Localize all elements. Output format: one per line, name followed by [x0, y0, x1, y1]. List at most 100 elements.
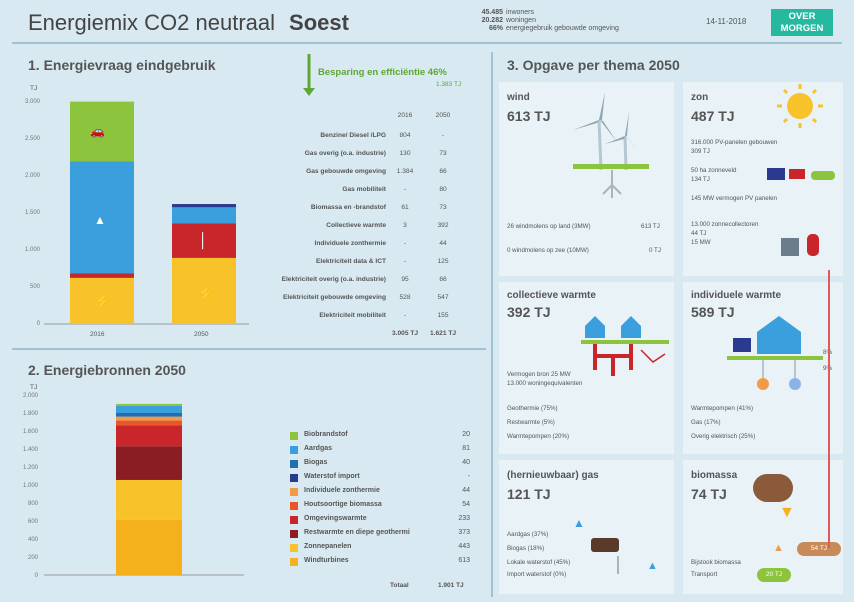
y-tick: 600	[27, 519, 38, 525]
legend-swatch	[290, 530, 298, 538]
place-name: Soest	[289, 10, 349, 35]
x-label-2016: 2016	[90, 331, 105, 338]
value-2050: 125	[437, 258, 449, 265]
bar-segment	[70, 161, 134, 274]
value-2016: 95	[401, 276, 409, 283]
stat-value: 20.282	[481, 17, 503, 24]
besparing-label: Besparing en efficiëntie 46%	[318, 67, 447, 78]
iw-pct-1: 8%	[823, 348, 832, 358]
card-title: biomassa	[691, 470, 738, 481]
cw-restwarmte: Restwarmte (5%)	[507, 419, 555, 426]
x-label-2050: 2050	[194, 331, 209, 338]
card-value: 392 TJ	[507, 304, 551, 320]
value-2016: 804	[399, 132, 411, 139]
cw-vermogen: Vermogen bron 25 MW	[507, 371, 571, 378]
wind-sea-value: 0 TJ	[649, 247, 661, 254]
y-tick: 2.000	[22, 393, 38, 399]
row-label: Gas gebouwde omgeving	[306, 168, 386, 175]
lightning-icon: ⚡	[197, 285, 215, 301]
bar-segment	[172, 223, 236, 258]
card-biomassa: biomassa 74 TJ ▼ ▲ 54 TJ Bijstook biomas…	[683, 460, 843, 594]
y-tick: 200	[27, 555, 38, 561]
gas-lokale-waterstof: Lokale waterstof (45%)	[507, 559, 571, 566]
y-unit: TJ	[30, 85, 38, 92]
district-heating-icon	[581, 316, 669, 376]
legend-value: -	[467, 473, 470, 480]
card-zon: zon 487 TJ 316.000 PV-panelen gebouwen 3…	[683, 82, 843, 276]
banana-peel-icon: ▼	[779, 504, 795, 521]
legend-label: Waterstof import	[304, 473, 360, 480]
cw-woningen: 13.000 woningequivalenten	[507, 380, 583, 387]
stat-label: woningen	[506, 17, 536, 24]
value-2016: 1.384	[396, 168, 414, 175]
bar-segment	[116, 425, 182, 447]
value-2016: 130	[399, 150, 411, 157]
value-2016: -	[403, 240, 407, 247]
y-tick: 3.000	[24, 99, 40, 105]
y-tick: 2.500	[24, 136, 40, 142]
legend-value: 20	[462, 431, 470, 438]
value-2050: 73	[439, 150, 447, 157]
row-label: Elektriciteit overig (o.a. industrie)	[281, 276, 386, 283]
gas-biogas: Biogas (18%)	[507, 545, 545, 552]
title-text: Energiemix CO2 neutraal	[28, 10, 276, 35]
flame-icon: ▲	[573, 516, 585, 530]
legend-value: 54	[462, 501, 470, 508]
legend-swatch	[290, 544, 298, 552]
zon-pv-tj: 309 TJ	[691, 148, 710, 155]
legend-swatch	[290, 502, 298, 510]
transport-badge: 20 TJ	[757, 568, 791, 582]
card-value: 74 TJ	[691, 486, 727, 502]
stat-label: energiegebruik gebouwde omgeving	[506, 25, 619, 32]
wind-sea: 0 windmolens op zee (10MW)	[507, 247, 589, 254]
zon-collectoren-tj: 44 TJ	[691, 230, 707, 237]
bar-segment	[116, 416, 182, 421]
row-label: Gas mobiliteit	[342, 186, 386, 193]
iw-overig: Overig elektrisch (25%)	[691, 433, 756, 440]
value-2050: 66	[439, 168, 447, 175]
zon-pv: 316.000 PV-panelen gebouwen	[691, 139, 778, 146]
card-wind: wind 613 TJ 26 windmolens op land (3MW) …	[499, 82, 674, 276]
bar-segment	[172, 207, 236, 224]
header-divider	[12, 42, 842, 44]
windmill-icon	[617, 556, 637, 574]
legend-value: 40	[462, 459, 470, 466]
bar-segment	[70, 277, 134, 324]
bio-bijstook: Bijstook biomassa	[691, 559, 741, 566]
card-gas: (hernieuwbaar) gas 121 TJ ▲ Aardgas (37%…	[499, 460, 674, 594]
bar-segment	[172, 204, 236, 208]
value-2016: -	[403, 258, 407, 265]
legend-swatch	[290, 558, 298, 566]
legend-value: 443	[458, 543, 470, 550]
battery-icon	[789, 169, 805, 179]
legend-label: Zonnepanelen	[304, 543, 352, 550]
connector-line	[828, 270, 830, 548]
legend-label: Individuele zonthermie	[304, 487, 380, 494]
flame-icon: ▲	[647, 560, 658, 572]
stat-value: 45.485	[481, 9, 503, 16]
overmorgen-logo: OVER MORGEN	[771, 9, 833, 36]
y-tick: 1.500	[24, 210, 40, 216]
col-header: 2050	[435, 112, 451, 119]
zon-collectoren-mw: 15 MW	[691, 239, 711, 246]
legend-swatch	[290, 474, 298, 482]
stat-value: 66%	[488, 25, 503, 32]
s1-chart	[44, 101, 249, 325]
divider	[491, 52, 493, 597]
logs-icon	[753, 474, 793, 502]
arrow-down-icon	[303, 54, 315, 96]
legend-value: 613	[458, 557, 470, 564]
s2-chart	[44, 403, 244, 576]
legend-label: Biogas	[304, 459, 328, 466]
legend-swatch	[290, 488, 298, 496]
legend-swatch	[290, 432, 298, 440]
value-2016: 3	[403, 222, 407, 229]
value-2016: 61	[401, 204, 409, 211]
card-title: (hernieuwbaar) gas	[507, 470, 599, 481]
besparing-tj: 1.383 TJ	[436, 81, 462, 88]
bar-segment	[116, 405, 182, 413]
value-2050: 80	[439, 186, 447, 193]
bar-segment	[116, 420, 182, 426]
boiler-icon	[807, 234, 819, 256]
stat-label: inwoners	[506, 9, 535, 16]
